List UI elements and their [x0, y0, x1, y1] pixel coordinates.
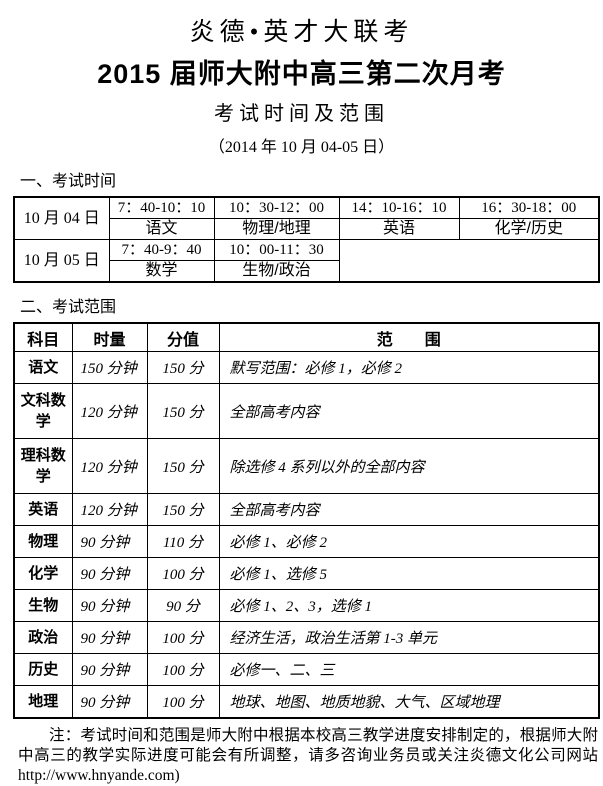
section-heading-exam-time: 一、考试时间	[20, 173, 117, 190]
scope-cell-range: 地球、地图、地质地貌、大气、区域地理	[218, 685, 600, 719]
scope-cell-duration: 120 分钟	[71, 493, 148, 526]
subject-cell: 数学	[108, 260, 215, 283]
time-row-day2-subjects: 数学 生物/政治	[14, 260, 599, 283]
scope-row: 生物 90 分钟 90 分必修 1、2、3，选修 1	[13, 589, 600, 622]
scope-cell-duration: 90 分钟	[71, 685, 148, 719]
scope-cell-subject: 文科数学	[13, 383, 73, 439]
scope-cell-subject: 地理	[13, 685, 73, 719]
scope-cell-range: 必修 1、选修 5	[218, 557, 600, 590]
scope-cell-subject: 理科数学	[13, 438, 73, 494]
subtitle: 考试时间及范围	[214, 103, 389, 125]
scope-cell-subject: 英语	[13, 493, 73, 526]
scope-cell-range: 必修 1、2、3，选修 1	[218, 589, 600, 622]
document-header: 炎德•英才大联考 2015 届师大附中高三第二次月考 考试时间及范围 （2014…	[0, 0, 603, 157]
subject-cell: 语文	[108, 218, 215, 240]
subject-cell: 生物/政治	[213, 260, 340, 283]
scope-cell-score: 90 分	[146, 589, 220, 622]
time-cell: 16：30-18：00	[458, 196, 600, 219]
scope-cell-duration: 120 分钟	[71, 383, 148, 439]
exam-scope-body: 语文 150 分钟 150 分默写范围：必修 1，必修 2 文科数学 120 分钟 150…	[13, 351, 600, 719]
scope-cell-score: 150 分	[146, 438, 220, 494]
scope-cell-score: 150 分	[146, 383, 220, 439]
footer-note: 注：考试时间和范围是师大附中根据本校高三教学进度安排制定的，根据师大附中高三的教…	[18, 727, 598, 784]
time-row-day1-times: 10 月 04 日 7：40-10：10 10：30-12：00 14：10-1…	[13, 196, 600, 240]
brand-title: 炎德•英才大联考	[189, 19, 414, 46]
subject-cell: 物理/地理	[213, 218, 340, 240]
scope-header-range: 范 围	[218, 322, 600, 352]
scope-cell-range: 必修一、二、三	[218, 653, 600, 686]
scope-row: 历史 90 分钟 100 分必修一、二、三	[13, 653, 600, 686]
scope-cell-score: 110 分	[146, 525, 220, 558]
scope-cell-score: 150 分	[146, 351, 220, 384]
time-row-day2-times: 10 月 05 日 7：40-9：40 10：00-11：30	[13, 239, 600, 283]
scope-cell-duration: 90 分钟	[71, 525, 148, 558]
scope-cell-range: 默写范围：必修 1，必修 2	[218, 351, 600, 384]
scope-row: 英语 120 分钟 150 分全部高考内容	[13, 493, 600, 526]
scope-cell-subject: 历史	[13, 653, 73, 686]
subject-cell: 化学/历史	[458, 218, 600, 240]
scope-row: 理科数学 120 分钟 150 分除选修 4 系列以外的全部内容	[13, 438, 600, 494]
scope-row: 政治 90 分钟 100 分经济生活，政治生活第 1-3 单元	[13, 621, 600, 654]
section-heading-exam-scope: 二、考试范围	[20, 299, 117, 316]
scope-cell-subject: 语文	[13, 351, 73, 384]
scope-header-score: 分值	[146, 322, 220, 352]
scope-cell-score: 100 分	[146, 653, 220, 686]
scope-cell-duration: 150 分钟	[71, 351, 148, 384]
scope-cell-duration: 120 分钟	[71, 438, 148, 494]
time-cell: 10：00-11：30	[213, 239, 340, 261]
scope-row: 化学 90 分钟 100 分必修 1、选修 5	[13, 557, 600, 590]
scope-cell-range: 除选修 4 系列以外的全部内容	[218, 438, 600, 494]
scope-cell-range: 全部高考内容	[218, 383, 600, 439]
time-cell: 7：40-10：10	[108, 196, 215, 219]
scope-header-subject: 科目	[13, 322, 73, 352]
scope-cell-range: 必修 1、必修 2	[218, 525, 600, 558]
exam-scope-table: 科目 时量 分值 范 围 语文 150 分钟 150 分默写范围：必修 1，必修 2…	[13, 322, 600, 719]
scope-cell-duration: 90 分钟	[71, 557, 148, 590]
scope-header-row: 科目 时量 分值 范 围	[13, 322, 600, 352]
scope-cell-duration: 90 分钟	[71, 589, 148, 622]
time-cell: 14：10-16：10	[338, 196, 460, 219]
exam-time-table: 10 月 04 日 7：40-10：10 10：30-12：00 14：10-1…	[13, 196, 600, 283]
scope-cell-duration: 90 分钟	[71, 653, 148, 686]
date-cell: 10 月 04 日	[13, 196, 110, 240]
empty-cell	[338, 239, 600, 283]
subject-cell: 英语	[338, 218, 460, 240]
scope-cell-range: 经济生活，政治生活第 1-3 单元	[218, 621, 600, 654]
scope-cell-score: 100 分	[146, 685, 220, 719]
scope-cell-score: 100 分	[146, 621, 220, 654]
scope-row: 语文 150 分钟 150 分默写范围：必修 1，必修 2	[13, 351, 600, 384]
scope-cell-subject: 政治	[13, 621, 73, 654]
scope-cell-subject: 物理	[13, 525, 73, 558]
date-line: （2014 年 10 月 04-05 日）	[208, 139, 395, 156]
time-row-day1-subjects: 语文 物理/地理 英语 化学/历史	[14, 218, 600, 240]
date-cell: 10 月 05 日	[13, 239, 110, 283]
scope-row: 地理 90 分钟 100 分地球、地图、地质地貌、大气、区域地理	[13, 685, 600, 719]
scope-row: 物理 90 分钟 110 分必修 1、必修 2	[13, 525, 600, 558]
scope-cell-subject: 化学	[13, 557, 73, 590]
scope-cell-range: 全部高考内容	[218, 493, 600, 526]
scope-cell-score: 100 分	[146, 557, 220, 590]
exam-title: 2015 届师大附中高三第二次月考	[97, 59, 506, 89]
scope-cell-duration: 90 分钟	[71, 621, 148, 654]
scope-cell-subject: 生物	[13, 589, 73, 622]
time-cell: 7：40-9：40	[108, 239, 215, 261]
scope-row: 文科数学 120 分钟 150 分全部高考内容	[13, 383, 600, 439]
scope-cell-score: 150 分	[146, 493, 220, 526]
scope-header-duration: 时量	[71, 322, 148, 352]
time-cell: 10：30-12：00	[213, 196, 340, 219]
